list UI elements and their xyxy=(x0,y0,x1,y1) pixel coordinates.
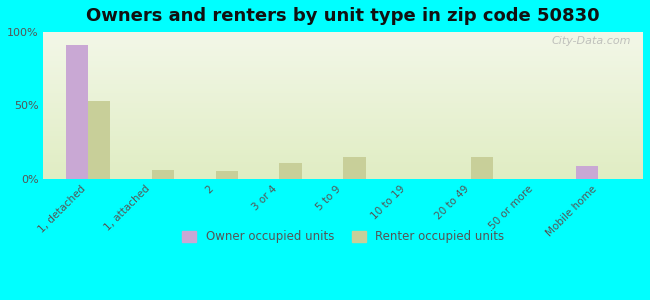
Text: City-Data.com: City-Data.com xyxy=(552,37,631,46)
Title: Owners and renters by unit type in zip code 50830: Owners and renters by unit type in zip c… xyxy=(86,7,600,25)
Bar xyxy=(343,157,365,179)
Bar xyxy=(66,45,88,179)
Bar xyxy=(216,172,238,179)
Bar xyxy=(88,101,110,179)
Legend: Owner occupied units, Renter occupied units: Owner occupied units, Renter occupied un… xyxy=(176,224,510,249)
Bar xyxy=(280,163,302,179)
Bar xyxy=(471,157,493,179)
Bar xyxy=(152,170,174,179)
Bar xyxy=(576,166,599,179)
